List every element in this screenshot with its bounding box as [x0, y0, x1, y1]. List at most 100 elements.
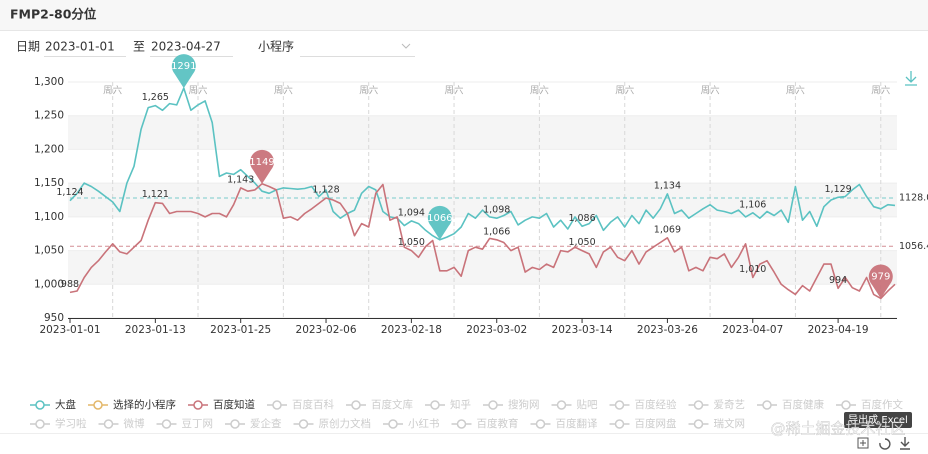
data-label: 988: [61, 279, 79, 290]
legend-symbol: [488, 400, 498, 410]
legend-label: 豆丁网: [182, 418, 214, 430]
legend-item[interactable]: 小红书: [383, 417, 440, 430]
panel-title: FMP2-80分位: [10, 7, 97, 22]
legend-item[interactable]: 豆丁网: [156, 418, 214, 430]
legend-symbol: [841, 400, 851, 410]
legend-item[interactable]: 大盘: [30, 398, 76, 411]
to-label: 至: [133, 40, 145, 54]
legend-label: 百度健康: [782, 398, 824, 411]
data-label: 1,129: [825, 184, 852, 195]
start-date[interactable]: 2023-01-01: [45, 40, 115, 54]
legend-item[interactable]: 百度健康: [757, 398, 824, 411]
legend-label: 搜狗网: [508, 398, 540, 411]
weekday-label: 周六: [871, 85, 891, 97]
save-glyph: [900, 437, 910, 450]
legend-label: 爱奇艺: [714, 398, 746, 411]
legend-symbol: [298, 419, 309, 429]
legend-label: 学习啦: [55, 417, 87, 430]
legend-symbol: [230, 419, 240, 429]
legend-label: 贴吧: [577, 398, 598, 411]
y-tick-label: 1,100: [34, 211, 64, 223]
legend-item[interactable]: 百度百科: [267, 398, 334, 411]
legend-item[interactable]: 瑞文网: [688, 417, 746, 430]
legend-item[interactable]: 原创力文档: [293, 417, 372, 430]
data-label: 1,143: [227, 174, 254, 185]
end-date-input[interactable]: 2023-04-27: [150, 40, 233, 57]
legend-label: 百度作文: [861, 398, 903, 411]
data-label: 1,010: [739, 264, 766, 275]
legend-label: 小红书: [408, 417, 440, 430]
y-tick-label: 1,050: [34, 245, 64, 257]
legend-label: 选择的小程序: [113, 398, 176, 411]
data-label: 1,086: [568, 213, 595, 224]
save-button[interactable]: [900, 437, 910, 450]
legend-symbol: [556, 400, 567, 410]
legend-symbol: [614, 419, 625, 429]
data-label: 1,069: [654, 224, 681, 235]
legend-symbol: [430, 400, 440, 410]
mark-pin-label: 1149: [249, 157, 274, 168]
mark-pin: [868, 264, 893, 299]
y-tick-label: 950: [44, 312, 64, 324]
legend-symbol: [693, 400, 704, 410]
series-line: [69, 183, 896, 300]
legend-symbol: [93, 400, 103, 410]
legend-symbol: [272, 400, 282, 410]
legend-label: 百度教育: [477, 417, 519, 430]
legend-label: 百度文库: [371, 398, 413, 411]
legend-label: 百度翻译: [556, 417, 598, 430]
legend-item[interactable]: 选择的小程序: [88, 398, 176, 411]
data-view-button[interactable]: [857, 437, 869, 449]
y-tick-label: 1,200: [34, 143, 64, 155]
legend-item[interactable]: 爱企查: [225, 417, 282, 430]
legend-label: 百度网盘: [635, 417, 677, 430]
legend-item[interactable]: 知乎: [425, 398, 471, 411]
split-area: [68, 115, 897, 150]
average-label: 1128.0: [899, 192, 928, 203]
legend-item[interactable]: 搜狗网: [483, 398, 540, 411]
download-icon[interactable]: [905, 71, 917, 86]
weekday-label: 周六: [786, 85, 806, 97]
legend-symbol: [35, 419, 45, 429]
app-select[interactable]: [300, 43, 415, 57]
data-label: 1,066: [483, 226, 510, 237]
data-label: 1,134: [654, 180, 681, 191]
legend-item[interactable]: 微博: [98, 417, 145, 430]
download-glyph: [905, 71, 917, 86]
weekday-label: 周六: [701, 85, 721, 97]
legend-symbol: [103, 419, 114, 429]
average-label: 1056.4: [899, 241, 928, 252]
legend-item[interactable]: 百度教育: [451, 417, 519, 430]
weekday-label: 周六: [445, 85, 465, 97]
legend-item[interactable]: 爱奇艺: [688, 398, 746, 411]
x-tick-label: 2023-04-19: [808, 324, 869, 336]
y-tick-label: 1,150: [34, 177, 64, 189]
y-tick-label: 1,250: [34, 110, 64, 122]
legend-item[interactable]: 百度作文: [836, 398, 903, 411]
weekday-label: 周六: [189, 85, 209, 97]
legend-item[interactable]: 百度知道: [188, 398, 255, 411]
legend-item[interactable]: 贴吧: [551, 398, 598, 411]
data-label: 1,098: [483, 205, 510, 216]
weekday-label: 周六: [274, 85, 294, 97]
start-date-input[interactable]: 2023-01-01: [44, 40, 126, 57]
legend-symbol: [614, 400, 625, 410]
data-label: 1,106: [739, 199, 766, 210]
x-tick-label: 2023-03-26: [637, 324, 698, 336]
weekday-label: 周六: [615, 85, 635, 97]
legend-item[interactable]: 百度文库: [346, 398, 413, 411]
legend-item[interactable]: 百度翻译: [530, 417, 598, 430]
y-tick-label: 1,000: [34, 278, 64, 290]
legend-item[interactable]: 学习啦: [30, 417, 87, 430]
data-view-glyph: [857, 437, 869, 449]
mark-pin: [171, 54, 196, 89]
legend-item[interactable]: 百度经验: [609, 398, 677, 411]
end-date[interactable]: 2023-04-27: [151, 40, 221, 54]
select-caret: [401, 43, 411, 49]
legend-symbol: [762, 400, 772, 410]
toolbar: [857, 437, 910, 450]
tooltip-text: 导出成 Excel: [848, 413, 908, 426]
legend-item[interactable]: 百度网盘: [609, 417, 677, 430]
restore-button[interactable]: [879, 438, 891, 450]
